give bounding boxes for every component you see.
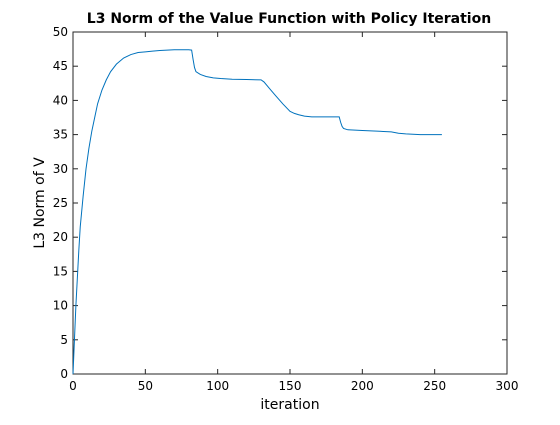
y-tick-label-2: 10 [53,299,68,313]
x-tick-label-3: 150 [279,379,302,393]
y-tick-label-5: 25 [53,196,68,210]
y-tick-label-7: 35 [53,128,68,142]
y-tick-label-9: 45 [53,59,68,73]
x-tick-label-0: 0 [69,379,77,393]
y-axis-label: L3 Norm of V [32,157,48,249]
y-tick-label-4: 20 [53,230,68,244]
y-tick-label-0: 0 [60,367,68,381]
y-tick-label-6: 30 [53,162,68,176]
x-axis-label: iteration [260,397,319,413]
y-tick-label-3: 15 [53,264,68,278]
plot-area [72,31,508,375]
axis-ticks: 0 50 100 150 200 250 300 0 5 10 15 20 25 30 35 40 45 50 [53,25,519,393]
y-tick-label-1: 5 [60,333,68,347]
series-line [72,49,442,375]
x-tick-label-4: 200 [351,379,374,393]
x-tick-label-5: 250 [423,379,446,393]
y-tick-label-10: 50 [53,25,68,39]
x-tick-label-2: 100 [206,379,229,393]
chart-title: L3 Norm of the Value Function with Polic… [87,11,491,27]
x-tick-label-6: 300 [496,379,519,393]
x-tick-label-1: 50 [138,379,153,393]
y-tick-label-8: 40 [53,93,68,107]
